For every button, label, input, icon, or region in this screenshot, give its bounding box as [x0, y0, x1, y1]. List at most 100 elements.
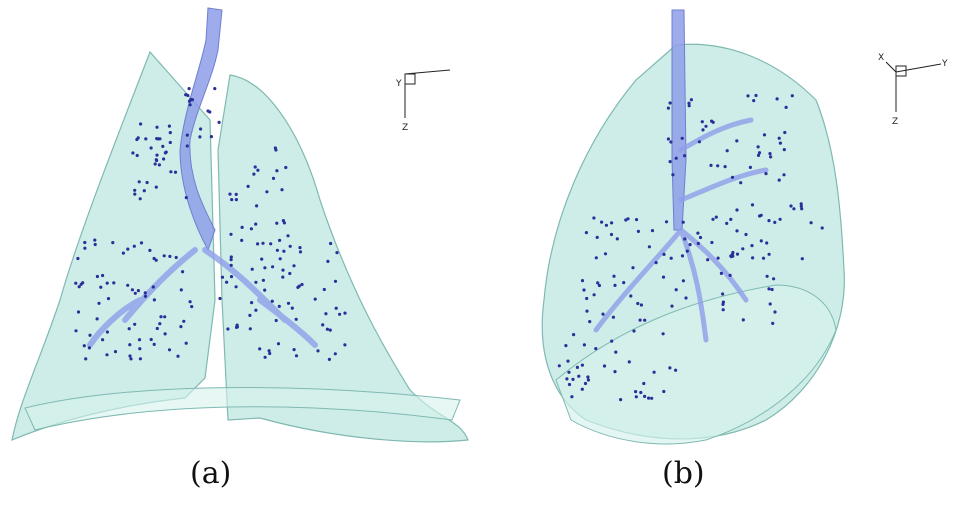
lung-render-side-view: X Y Z — [541, 9, 948, 445]
particle-dot — [76, 310, 81, 314]
particle-dot — [756, 145, 760, 149]
particle-dot — [592, 216, 596, 220]
particle-dot — [229, 255, 233, 259]
particle-dot — [281, 268, 285, 272]
particle-dot — [639, 303, 643, 307]
particle-dot — [206, 109, 210, 113]
particle-dot — [316, 349, 320, 353]
triad-box — [404, 73, 416, 85]
particle-dot — [639, 390, 643, 395]
particle-dot — [130, 288, 134, 292]
particle-dot — [133, 188, 137, 192]
particle-dot — [217, 120, 221, 124]
particle-dot — [567, 370, 571, 374]
triad-x-axis-line — [885, 61, 897, 73]
particle-dot — [706, 258, 710, 262]
particle-dot — [325, 327, 329, 331]
particle-dot — [162, 254, 166, 258]
particle-dot — [179, 288, 183, 292]
particle-dot — [229, 275, 234, 279]
particle-dot — [594, 256, 598, 260]
particle-dot — [716, 164, 720, 168]
particle-dot — [698, 235, 703, 240]
particle-dot — [725, 221, 729, 225]
particle-dot — [773, 310, 777, 314]
particle-dot — [321, 323, 325, 327]
particle-dot — [613, 283, 617, 287]
particle-dot — [151, 285, 155, 289]
particle-dot — [240, 238, 244, 242]
particle-dot — [249, 227, 253, 231]
particle-dot — [610, 221, 614, 225]
particle-dot — [681, 279, 685, 283]
particle-dot — [149, 337, 153, 342]
particle-dot — [133, 322, 137, 326]
particle-dot — [254, 280, 258, 284]
particle-dot — [128, 354, 132, 358]
particle-dot — [261, 241, 265, 245]
particle-dot — [234, 285, 238, 289]
particle-dot — [174, 255, 178, 260]
particle-dot — [577, 374, 581, 378]
particle-dot — [328, 328, 332, 332]
particle-dot — [298, 250, 303, 254]
particle-dot — [790, 94, 794, 98]
particle-dot — [270, 299, 274, 303]
particle-dot — [674, 368, 678, 372]
particle-dot — [229, 232, 233, 236]
particle-dot — [271, 265, 275, 269]
particle-dot — [181, 270, 185, 274]
particle-dot — [768, 152, 772, 156]
particle-dot — [666, 137, 670, 141]
particle-dot — [603, 252, 608, 256]
particle-cloud — [557, 93, 824, 402]
particle-dot — [138, 357, 142, 361]
panel-a: Y Z (a) — [0, 0, 476, 511]
particle-dot — [567, 382, 572, 387]
particle-dot — [674, 288, 678, 292]
particle-dot — [595, 235, 599, 239]
particle-dot — [652, 370, 656, 374]
caption-a: (a) — [190, 456, 232, 491]
particle-dot — [629, 294, 633, 298]
particle-dot — [294, 317, 298, 321]
particle-dot — [163, 315, 167, 319]
particle-dot — [313, 297, 317, 301]
particle-dot — [696, 231, 700, 235]
particle-dot — [670, 304, 674, 308]
particle-cloud — [74, 87, 347, 361]
particle-dot — [164, 150, 168, 154]
lung-render-front-view: Y Z — [11, 7, 469, 443]
particle-dot — [292, 348, 296, 352]
particle-dot — [326, 259, 330, 263]
particle-dot — [754, 93, 758, 98]
particle-dot — [735, 208, 739, 212]
particle-dot — [583, 381, 588, 386]
particle-dot — [133, 291, 137, 295]
particle-dot — [584, 231, 588, 235]
particle-dot — [632, 329, 636, 333]
particle-dot — [281, 275, 285, 279]
particle-dot — [133, 192, 137, 196]
particle-dot — [809, 221, 813, 225]
particle-dot — [182, 319, 186, 323]
particle-dot — [88, 333, 92, 337]
particle-dot — [77, 285, 81, 289]
particle-dot — [764, 172, 768, 176]
particle-dot — [292, 264, 296, 268]
particle-dot — [324, 312, 328, 316]
particle-dot — [263, 266, 267, 270]
particle-dot — [155, 125, 159, 129]
particle-dot — [752, 99, 756, 103]
particle-dot — [282, 249, 286, 253]
particle-dot — [139, 122, 143, 126]
particle-dot — [269, 242, 273, 246]
particle-dot — [263, 288, 267, 292]
airway-tree — [87, 7, 318, 348]
particle-dot — [278, 238, 282, 242]
particle-dot — [137, 180, 141, 184]
particle-dot — [800, 257, 804, 261]
particle-dot — [101, 338, 105, 342]
particle-dot — [155, 326, 159, 331]
particle-dot — [248, 313, 252, 317]
